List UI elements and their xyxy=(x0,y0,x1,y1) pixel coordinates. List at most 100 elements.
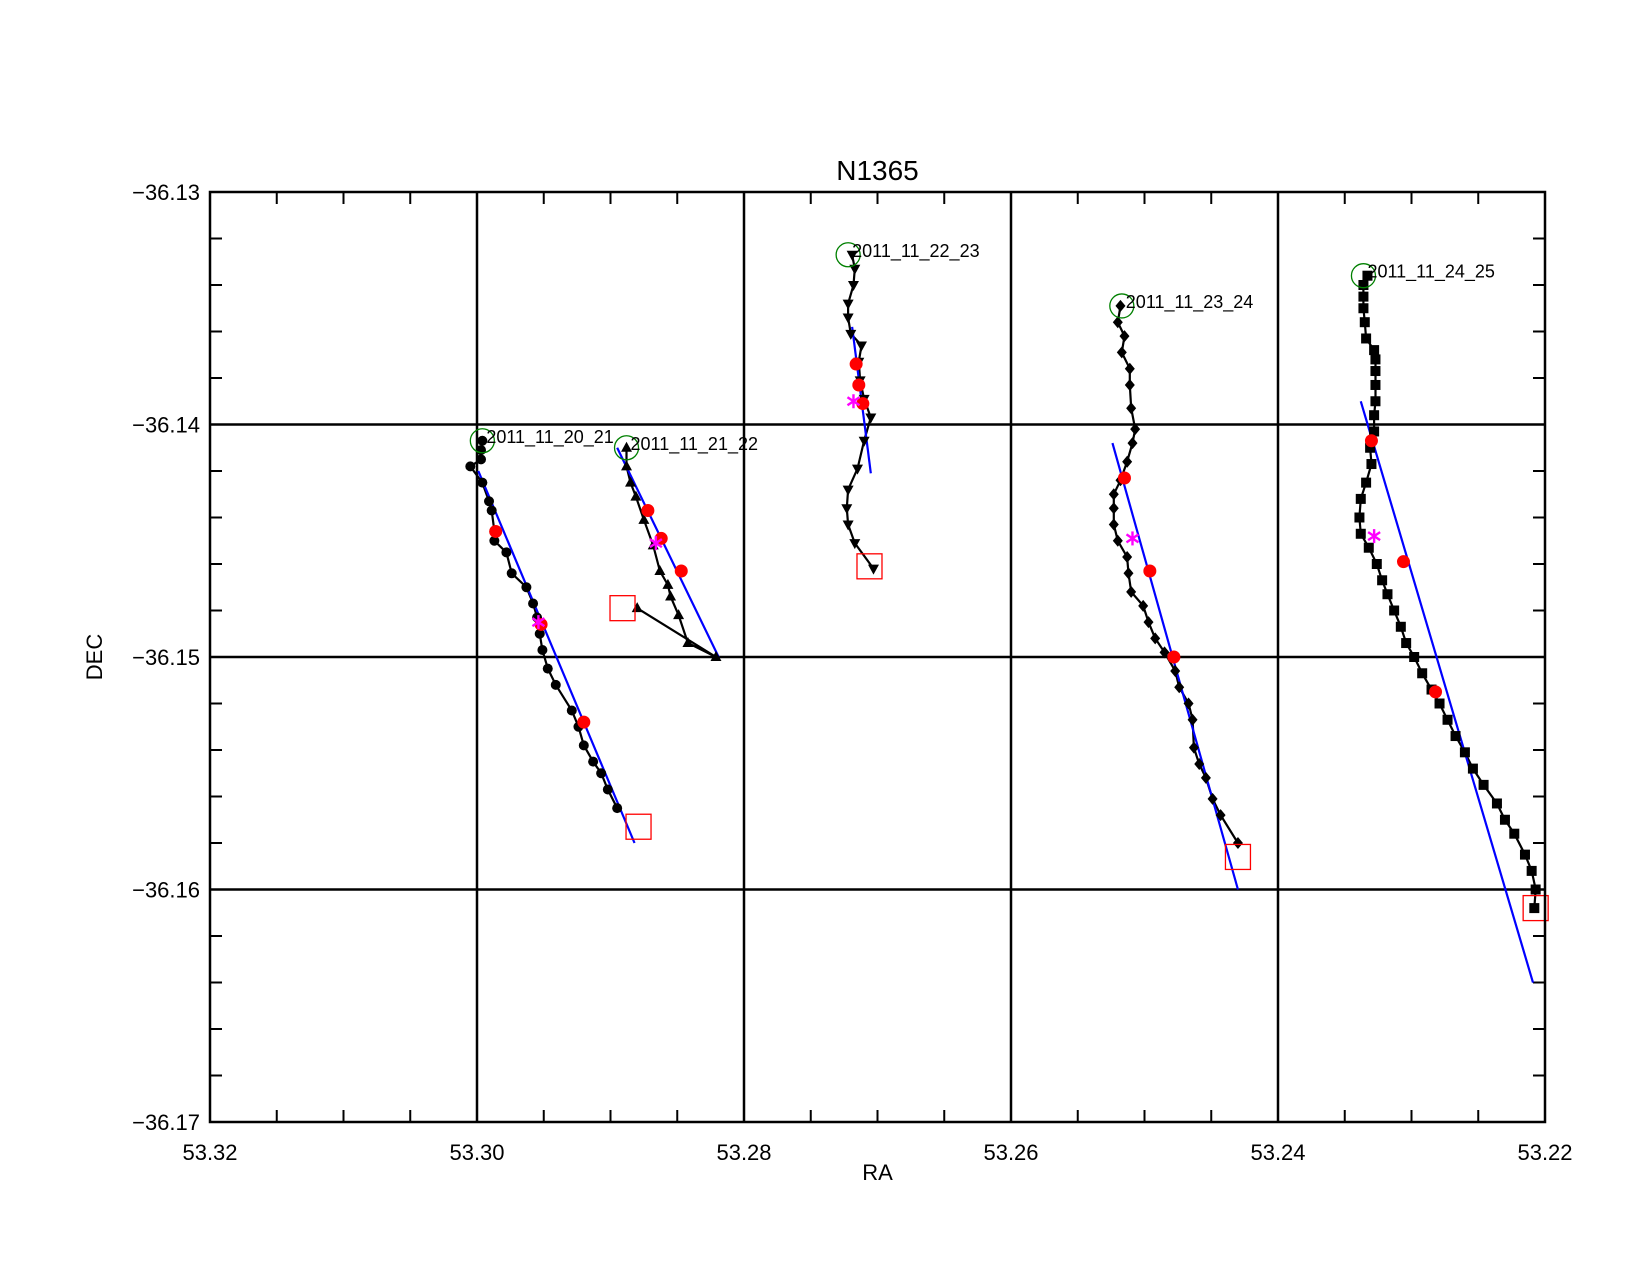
data-point xyxy=(673,609,685,620)
data-point xyxy=(841,504,853,515)
data-point xyxy=(625,476,637,487)
data-point xyxy=(621,441,633,452)
data-point xyxy=(1370,354,1381,365)
data-point xyxy=(710,651,722,661)
start-marker xyxy=(613,435,640,461)
data-point xyxy=(1126,585,1137,598)
data-point xyxy=(1150,632,1161,645)
data-point xyxy=(1395,621,1406,632)
data-point xyxy=(1124,362,1135,375)
series-2011_11_24_25: 2011_11_24_25 xyxy=(1350,262,1549,983)
data-point xyxy=(1215,809,1226,822)
mean-marker xyxy=(649,536,663,551)
highlight-point xyxy=(1396,555,1410,569)
data-point xyxy=(1363,542,1374,553)
data-point xyxy=(1358,291,1369,302)
series-2011_11_23_24: 2011_11_23_24 xyxy=(1108,292,1253,890)
end-marker xyxy=(1522,894,1549,922)
data-point xyxy=(1519,849,1530,860)
data-point xyxy=(1361,333,1372,344)
data-point xyxy=(654,564,666,575)
data-point xyxy=(578,740,589,751)
data-point xyxy=(682,637,694,648)
highlight-point xyxy=(1429,685,1443,699)
data-point xyxy=(596,768,607,779)
data-point xyxy=(1526,865,1537,876)
data-point xyxy=(1377,575,1388,586)
data-point xyxy=(1369,410,1380,421)
data-point xyxy=(1361,477,1372,488)
data-point xyxy=(1358,280,1369,290)
plot-frame xyxy=(208,190,1547,1124)
data-point xyxy=(534,628,545,639)
data-point xyxy=(665,590,677,601)
data-point xyxy=(1108,488,1119,501)
start-marker xyxy=(1109,293,1135,319)
data-point xyxy=(1207,792,1218,805)
highlight-point xyxy=(489,524,503,538)
data-point xyxy=(550,679,561,690)
data-point xyxy=(842,299,854,310)
fit-line xyxy=(477,470,636,844)
data-point xyxy=(1409,652,1420,662)
data-point xyxy=(630,490,642,501)
highlight-point xyxy=(674,564,688,578)
data-point xyxy=(849,539,861,550)
x-axis-title: RA xyxy=(862,1160,893,1185)
data-point xyxy=(1354,512,1365,523)
data-point xyxy=(528,598,539,609)
mean-marker xyxy=(531,615,546,630)
data-point xyxy=(1365,442,1376,453)
data-point xyxy=(1143,616,1154,629)
data-point xyxy=(1370,379,1381,390)
data-point xyxy=(1401,638,1412,649)
data-point xyxy=(1232,837,1243,849)
data-point xyxy=(542,663,553,674)
data-point xyxy=(1123,567,1134,580)
y-tick-label: −36.15 xyxy=(132,645,200,670)
data-point xyxy=(1170,664,1181,677)
data-point xyxy=(1362,270,1373,281)
data-point xyxy=(1355,528,1366,539)
data-point xyxy=(865,413,877,424)
highlight-point xyxy=(641,504,655,518)
data-point xyxy=(1355,493,1366,504)
data-point xyxy=(602,784,613,795)
data-point xyxy=(1370,396,1381,407)
data-point xyxy=(1159,646,1170,659)
data-point xyxy=(1122,551,1133,564)
data-point xyxy=(662,578,674,589)
series-label: 2011_11_21_22 xyxy=(631,434,758,455)
data-point xyxy=(476,454,487,465)
data-point xyxy=(842,485,854,496)
mean-marker-stroke xyxy=(846,396,861,407)
x-tick-label: 53.24 xyxy=(1250,1140,1305,1165)
data-point xyxy=(1417,668,1428,679)
data-point xyxy=(638,513,650,524)
data-point xyxy=(1112,534,1123,547)
data-point xyxy=(477,477,488,488)
data-point xyxy=(1126,402,1137,415)
series-2011_11_22_23: 2011_11_22_23 xyxy=(835,241,980,580)
x-tick-label: 53.22 xyxy=(1517,1140,1572,1165)
data-point xyxy=(1499,814,1510,825)
mean-marker-stroke xyxy=(1125,533,1140,544)
data-point xyxy=(1359,317,1370,328)
data-point xyxy=(1434,698,1445,709)
data-point xyxy=(1138,599,1149,612)
data-point xyxy=(1389,605,1400,616)
highlight-point xyxy=(1167,650,1181,664)
data-point xyxy=(486,505,497,516)
data-point xyxy=(537,645,548,656)
data-point xyxy=(1450,731,1461,742)
highlight-point xyxy=(577,715,591,729)
data-point xyxy=(1369,426,1380,437)
data-point xyxy=(1370,366,1381,377)
y-tick-label: −36.16 xyxy=(132,878,200,903)
data-point xyxy=(855,341,867,352)
data-point xyxy=(1183,697,1194,710)
mean-marker xyxy=(1367,529,1381,544)
data-point xyxy=(858,436,870,447)
start-marker xyxy=(1350,263,1377,289)
